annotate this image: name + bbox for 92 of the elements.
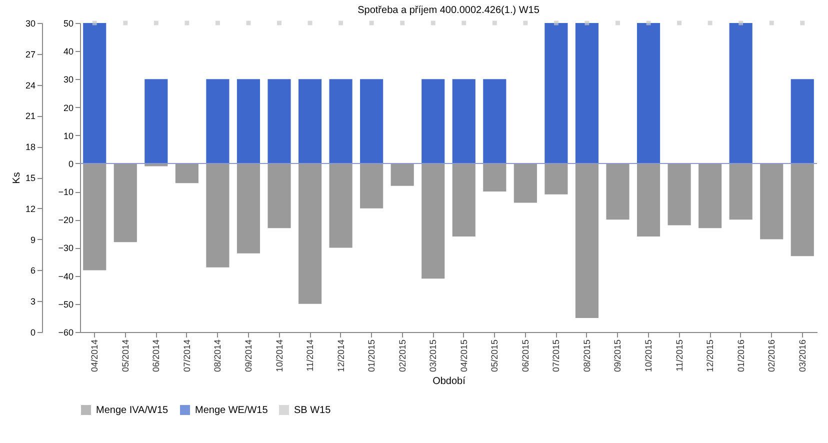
x-tick-label: 05/2015 xyxy=(490,340,500,372)
bar xyxy=(514,163,537,203)
y-tick-label: −20 xyxy=(58,215,74,226)
x-tick-label: 07/2015 xyxy=(551,340,562,372)
bar xyxy=(206,79,230,164)
legend-label: Menge IVA/W15 xyxy=(96,405,169,416)
x-tick-label: 09/2014 xyxy=(243,340,254,372)
y-tick-label: −60 xyxy=(58,328,74,338)
bar xyxy=(452,79,476,164)
y-tick-label: 0 xyxy=(68,158,74,169)
bar xyxy=(422,163,445,279)
legend-label: Menge WE/W15 xyxy=(195,405,268,416)
bar xyxy=(544,23,568,164)
bar xyxy=(668,163,691,226)
x-tick-label: 02/2016 xyxy=(766,340,777,372)
y-tick-label: −50 xyxy=(58,299,74,310)
x-tick-label: 10/2014 xyxy=(274,340,284,372)
bar xyxy=(483,163,506,192)
bar xyxy=(790,79,814,164)
bar xyxy=(544,163,568,194)
bar xyxy=(83,23,106,164)
y2-tick-label: 6 xyxy=(30,266,36,276)
y-tick-label: 50 xyxy=(63,18,74,28)
y2-tick-label: 3 xyxy=(30,296,36,307)
bar xyxy=(83,163,106,270)
y2-axis-title: Ks xyxy=(11,172,22,184)
x-tick-label: 06/2015 xyxy=(520,340,530,372)
bar xyxy=(144,79,168,164)
bar xyxy=(452,163,476,236)
y2-tick-label: 27 xyxy=(25,49,36,60)
x-tick-label: 11/2015 xyxy=(674,340,684,372)
bar xyxy=(606,163,630,220)
x-tick-label: 01/2015 xyxy=(366,340,377,372)
x-tick-label: 08/2015 xyxy=(582,340,592,372)
y2-tick-label: 30 xyxy=(25,18,36,28)
bar xyxy=(298,163,322,304)
x-tick-label: 02/2015 xyxy=(397,340,408,372)
x-tick-label: 04/2014 xyxy=(90,340,100,372)
y-tick-label: 10 xyxy=(63,130,74,141)
bar xyxy=(575,163,599,318)
x-tick-label: 11/2014 xyxy=(305,340,316,372)
y2-tick-label: 15 xyxy=(25,173,36,183)
x-tick-label: 12/2015 xyxy=(705,340,716,372)
chart-title: Spotřeba a příjem 400.0002.426(1.) W15 xyxy=(358,5,540,16)
bar xyxy=(360,79,384,164)
bar xyxy=(698,163,722,228)
x-tick-label: 04/2015 xyxy=(458,340,469,372)
bar xyxy=(760,163,784,240)
y-tick-label: 40 xyxy=(63,46,74,57)
y-tick-label: −40 xyxy=(58,271,74,282)
bar xyxy=(206,163,230,268)
bar xyxy=(268,79,291,164)
x-axis-title: Období xyxy=(432,376,466,388)
x-tick-label: 06/2014 xyxy=(151,340,162,372)
bar xyxy=(636,163,660,236)
y2-tick-label: 12 xyxy=(25,204,36,214)
bar xyxy=(483,79,506,164)
bar xyxy=(575,23,599,164)
y-tick-label: −30 xyxy=(58,243,74,254)
bar xyxy=(390,163,414,186)
bar xyxy=(114,163,137,242)
bar xyxy=(236,163,260,254)
x-tick-label: 03/2016 xyxy=(797,340,808,372)
y2-tick-label: 0 xyxy=(30,328,36,338)
x-tick-label: 09/2015 xyxy=(612,340,623,372)
bar xyxy=(175,163,198,184)
x-tick-label: 07/2014 xyxy=(182,340,192,372)
bar xyxy=(790,163,814,256)
bar xyxy=(636,23,660,164)
bar xyxy=(422,79,445,164)
x-tick-label: 08/2014 xyxy=(212,340,223,372)
y2-tick-label: 18 xyxy=(25,142,36,152)
bar xyxy=(329,79,352,164)
y2-tick-label: 9 xyxy=(30,234,36,245)
bar xyxy=(729,163,752,220)
y-tick-label: 20 xyxy=(63,102,74,113)
y2-tick-label: 21 xyxy=(25,111,36,122)
bar xyxy=(729,23,752,164)
x-tick-label: 05/2014 xyxy=(120,340,130,372)
y2-tick-label: 24 xyxy=(25,80,36,90)
x-tick-label: 12/2014 xyxy=(336,340,346,372)
x-tick-label: 10/2015 xyxy=(644,340,654,372)
bar xyxy=(298,79,322,164)
bar xyxy=(236,79,260,164)
legend-label: SB W15 xyxy=(294,405,332,416)
y-tick-label: −10 xyxy=(58,187,74,198)
bar xyxy=(360,163,384,208)
x-tick-label: 03/2015 xyxy=(428,340,438,372)
bar xyxy=(329,163,352,248)
y-tick-label: 30 xyxy=(63,74,74,85)
bar xyxy=(268,163,291,228)
x-tick-label: 01/2016 xyxy=(736,340,746,372)
